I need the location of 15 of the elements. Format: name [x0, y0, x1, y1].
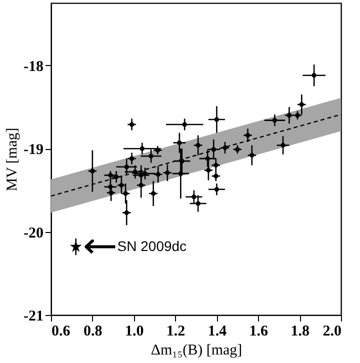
x-tick-label: 1.2: [166, 324, 186, 340]
y-tick-label: -18: [24, 58, 44, 75]
y-tick-label: -20: [24, 225, 44, 242]
x-tick-label: 0.8: [84, 324, 102, 340]
y-tick-label: -21: [24, 308, 44, 324]
y-tick-label: -19: [24, 142, 44, 158]
annotation: SN 2009dc: [117, 238, 187, 254]
x-tick-label: 1.6: [249, 324, 269, 340]
x-tick-label: 2.0: [322, 324, 342, 340]
x-tick-label: 1.8: [290, 324, 310, 340]
y-axis-title: MV [mag]: [4, 128, 21, 192]
x-tick-label: 1.4: [208, 324, 228, 340]
x-tick-label: 0.6: [52, 324, 71, 340]
x-axis-title: Δm₁₅(B) [mag]: [150, 342, 242, 358]
x-tick-label: 1.0: [124, 324, 144, 340]
